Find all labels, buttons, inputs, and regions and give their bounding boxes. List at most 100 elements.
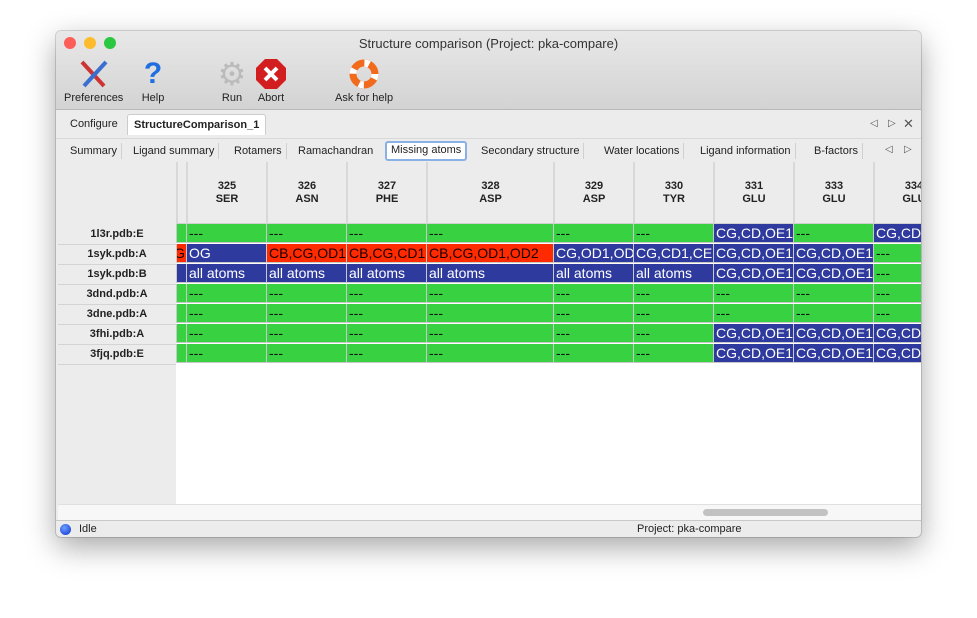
- minimize-window-button[interactable]: [84, 37, 96, 49]
- table-cell[interactable]: all atoms: [633, 264, 713, 283]
- table-cell[interactable]: [176, 304, 186, 323]
- zoom-window-button[interactable]: [104, 37, 116, 49]
- table-cell[interactable]: ---: [266, 224, 346, 243]
- table-cell[interactable]: ---: [553, 344, 633, 363]
- table-cell[interactable]: ---: [346, 324, 426, 343]
- tab-scroll-left-icon[interactable]: ◁: [870, 118, 878, 129]
- tab-missing-atoms[interactable]: Missing atoms: [385, 141, 468, 161]
- tab-water-locations[interactable]: Water locations: [600, 143, 685, 159]
- table-cell[interactable]: all atoms: [266, 264, 346, 283]
- tab-structure-comparison-1[interactable]: StructureComparison_1: [127, 114, 267, 135]
- table-cell[interactable]: CG,CD,OE1: [793, 324, 873, 343]
- table-cell[interactable]: ---: [793, 224, 873, 243]
- tab-ligand-information[interactable]: Ligand information: [696, 143, 796, 159]
- table-cell[interactable]: ---: [633, 324, 713, 343]
- table-cell[interactable]: ---: [266, 284, 346, 303]
- table-cell[interactable]: ---: [873, 304, 921, 323]
- tab-configure[interactable]: Configure: [70, 118, 118, 130]
- table-cell[interactable]: CG,CD,OE1: [793, 264, 873, 283]
- table-cell[interactable]: ---: [186, 304, 266, 323]
- table-cell[interactable]: all atoms: [346, 264, 426, 283]
- table-cell[interactable]: ---: [553, 324, 633, 343]
- table-cell[interactable]: all atoms: [426, 264, 553, 283]
- table-cell[interactable]: all atoms: [553, 264, 633, 283]
- table-cell[interactable]: ---: [426, 344, 553, 363]
- table-cell[interactable]: ---: [873, 244, 921, 263]
- subtab-scroll-left-icon[interactable]: ◁: [885, 144, 893, 155]
- table-cell[interactable]: ---: [266, 304, 346, 323]
- table-cell[interactable]: ---: [873, 264, 921, 283]
- column-header[interactable]: 326 ASN: [266, 162, 346, 224]
- table-cell[interactable]: ---: [426, 284, 553, 303]
- ask-for-help-button[interactable]: Ask for help: [335, 57, 393, 104]
- table-cell[interactable]: ---: [346, 344, 426, 363]
- close-tab-icon[interactable]: ✕: [903, 116, 914, 131]
- table-cell[interactable]: OG: [186, 244, 266, 263]
- table-cell[interactable]: ---: [426, 324, 553, 343]
- preferences-button[interactable]: Preferences: [64, 57, 123, 104]
- table-cell[interactable]: CB,CG,CD1: [346, 244, 426, 263]
- table-cell[interactable]: [176, 264, 186, 283]
- close-window-button[interactable]: [64, 37, 76, 49]
- table-cell[interactable]: ---: [346, 224, 426, 243]
- tab-summary[interactable]: Summary: [66, 143, 123, 159]
- table-cell[interactable]: ---: [266, 324, 346, 343]
- table-cell[interactable]: ---: [553, 284, 633, 303]
- column-header[interactable]: 325 SER: [186, 162, 266, 224]
- column-header[interactable]: 334GLU: [873, 162, 921, 224]
- table-cell[interactable]: ---: [186, 324, 266, 343]
- table-cell[interactable]: G: [176, 244, 186, 263]
- row-header[interactable]: 3fhi.pdb:A: [58, 325, 176, 345]
- table-cell[interactable]: ---: [633, 224, 713, 243]
- table-cell[interactable]: CG,CD,OE1: [793, 344, 873, 363]
- horizontal-scrollbar[interactable]: [58, 504, 921, 520]
- table-cell[interactable]: CG,CD: [873, 324, 921, 343]
- table-cell[interactable]: CG,CD,OE1: [713, 324, 793, 343]
- table-cell[interactable]: all atoms: [186, 264, 266, 283]
- column-header[interactable]: 331 GLU: [713, 162, 793, 224]
- tab-rotamers[interactable]: Rotamers: [230, 143, 287, 159]
- table-cell[interactable]: [176, 224, 186, 243]
- table-cell[interactable]: CB,CG,OD1: [266, 244, 346, 263]
- table-cell[interactable]: ---: [873, 284, 921, 303]
- column-header[interactable]: 333 GLU: [793, 162, 873, 224]
- table-cell[interactable]: CG,OD1,OD: [553, 244, 633, 263]
- table-cell[interactable]: [176, 344, 186, 363]
- row-header[interactable]: 3dnd.pdb:A: [58, 285, 176, 305]
- column-header[interactable]: 327 PHE: [346, 162, 426, 224]
- table-cell[interactable]: ---: [793, 284, 873, 303]
- table-cell[interactable]: ---: [793, 304, 873, 323]
- table-cell[interactable]: ---: [186, 344, 266, 363]
- table-cell[interactable]: CG,CD,OE1: [713, 224, 793, 243]
- run-button[interactable]: ⚙ Run: [215, 56, 249, 104]
- row-header[interactable]: 3fjq.pdb:E: [58, 345, 176, 365]
- table-cell[interactable]: ---: [186, 284, 266, 303]
- column-header[interactable]: 330 TYR: [633, 162, 713, 224]
- table-cell[interactable]: ---: [426, 224, 553, 243]
- table-cell[interactable]: ---: [346, 284, 426, 303]
- column-header[interactable]: [176, 162, 186, 224]
- table-cell[interactable]: ---: [266, 344, 346, 363]
- abort-button[interactable]: Abort: [254, 57, 288, 104]
- table-cell[interactable]: ---: [186, 224, 266, 243]
- row-header[interactable]: 3dne.pdb:A: [58, 305, 176, 325]
- row-header[interactable]: 1l3r.pdb:E: [58, 225, 176, 245]
- scrollbar-thumb[interactable]: [703, 509, 828, 516]
- table-cell[interactable]: CG,CD1,CE: [633, 244, 713, 263]
- tab-b-factors[interactable]: B-factors: [810, 143, 864, 159]
- table-cell[interactable]: [176, 324, 186, 343]
- tab-secondary-structure[interactable]: Secondary structure: [477, 143, 585, 159]
- row-header[interactable]: 1syk.pdb:B: [58, 265, 176, 285]
- subtab-scroll-right-icon[interactable]: ▷: [904, 144, 912, 155]
- row-header[interactable]: 1syk.pdb:A: [58, 245, 176, 265]
- table-cell[interactable]: CG,CD,OE1: [713, 244, 793, 263]
- table-cell[interactable]: CG,CD,OE1: [713, 264, 793, 283]
- table-cell[interactable]: ---: [713, 304, 793, 323]
- column-header[interactable]: 329 ASP: [553, 162, 633, 224]
- table-cell[interactable]: ---: [346, 304, 426, 323]
- help-button[interactable]: ? Help: [136, 57, 170, 104]
- table-cell[interactable]: ---: [553, 224, 633, 243]
- table-cell[interactable]: ---: [713, 284, 793, 303]
- table-cell[interactable]: ---: [426, 304, 553, 323]
- table-cell[interactable]: ---: [633, 304, 713, 323]
